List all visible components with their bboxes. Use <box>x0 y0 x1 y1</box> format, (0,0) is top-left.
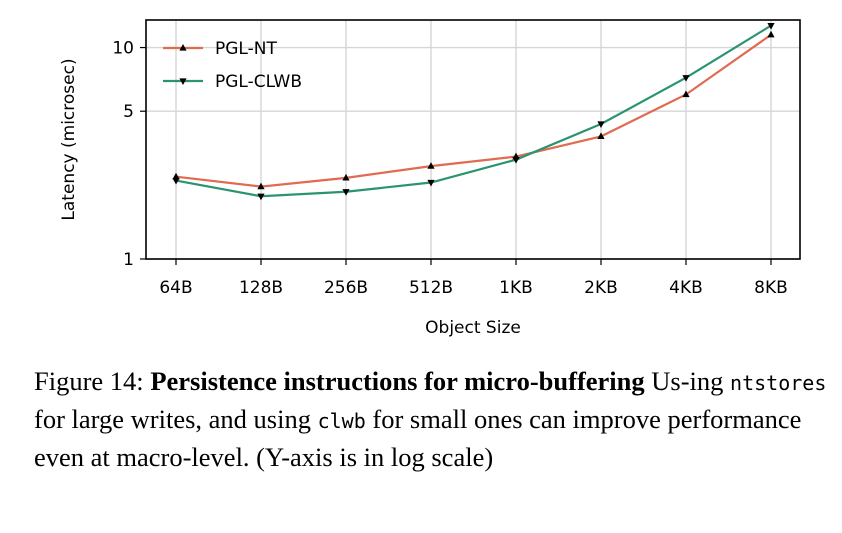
data-point-marker <box>427 162 435 169</box>
data-point-marker <box>257 193 265 201</box>
data-point-marker <box>512 157 520 164</box>
y-tick-label: 5 <box>123 102 134 122</box>
figure-label: Figure 14: <box>34 366 144 396</box>
x-tick-label: 1KB <box>499 278 533 298</box>
data-point-marker <box>172 172 180 180</box>
legend-marker <box>179 78 187 85</box>
legend-marker <box>179 44 187 51</box>
data-point-marker <box>767 30 775 38</box>
caption-code-1: ntstores <box>730 371 827 395</box>
series-line <box>175 33 772 188</box>
legend-label: PGL-CLWB <box>215 72 302 92</box>
data-point-marker <box>172 177 180 185</box>
x-tick-label: 4KB <box>669 278 703 298</box>
x-tick-label: 512B <box>409 278 453 298</box>
y-axis-label: Latency (microsec) <box>59 58 79 220</box>
x-tick-label: 128B <box>239 278 283 298</box>
data-point-marker <box>342 173 350 181</box>
x-tick-label: 64B <box>159 278 192 298</box>
x-axis-label: Object Size <box>425 318 521 338</box>
caption-code-2: clwb <box>317 409 366 433</box>
x-tick-label: 256B <box>324 278 368 298</box>
caption-text-2: for large writes, and using <box>34 404 311 434</box>
data-point-marker <box>427 179 435 187</box>
data-point-marker <box>682 90 690 98</box>
legend: PGL-NT PGL-CLWB <box>163 39 302 92</box>
x-tick-label: 2KB <box>584 278 618 298</box>
axes: 64B 128B 256B 512B 1KB 2KB 4KB 8KB 1 5 10 <box>112 39 787 298</box>
y-tick-label: 10 <box>112 39 134 59</box>
data-point-marker <box>257 182 265 190</box>
data-point-marker <box>342 189 350 196</box>
caption-text-3: for small ones can improve performance e… <box>34 404 802 472</box>
caption-title: Persistence instructions for micro-buffe… <box>150 366 645 396</box>
y-tick-label: 1 <box>123 250 134 270</box>
x-tick-label: 8KB <box>754 278 788 298</box>
data-point-marker <box>682 75 690 82</box>
legend-label: PGL-NT <box>215 39 277 59</box>
series-layer <box>172 23 775 201</box>
figure-caption: Figure 14: Persistence instructions for … <box>34 363 834 475</box>
plot-frame <box>145 19 801 260</box>
data-point-marker <box>597 132 605 140</box>
data-point-marker <box>597 121 605 128</box>
caption-text-1: Us-ing <box>651 366 724 396</box>
data-point-marker <box>767 23 775 30</box>
series-line <box>175 24 772 198</box>
